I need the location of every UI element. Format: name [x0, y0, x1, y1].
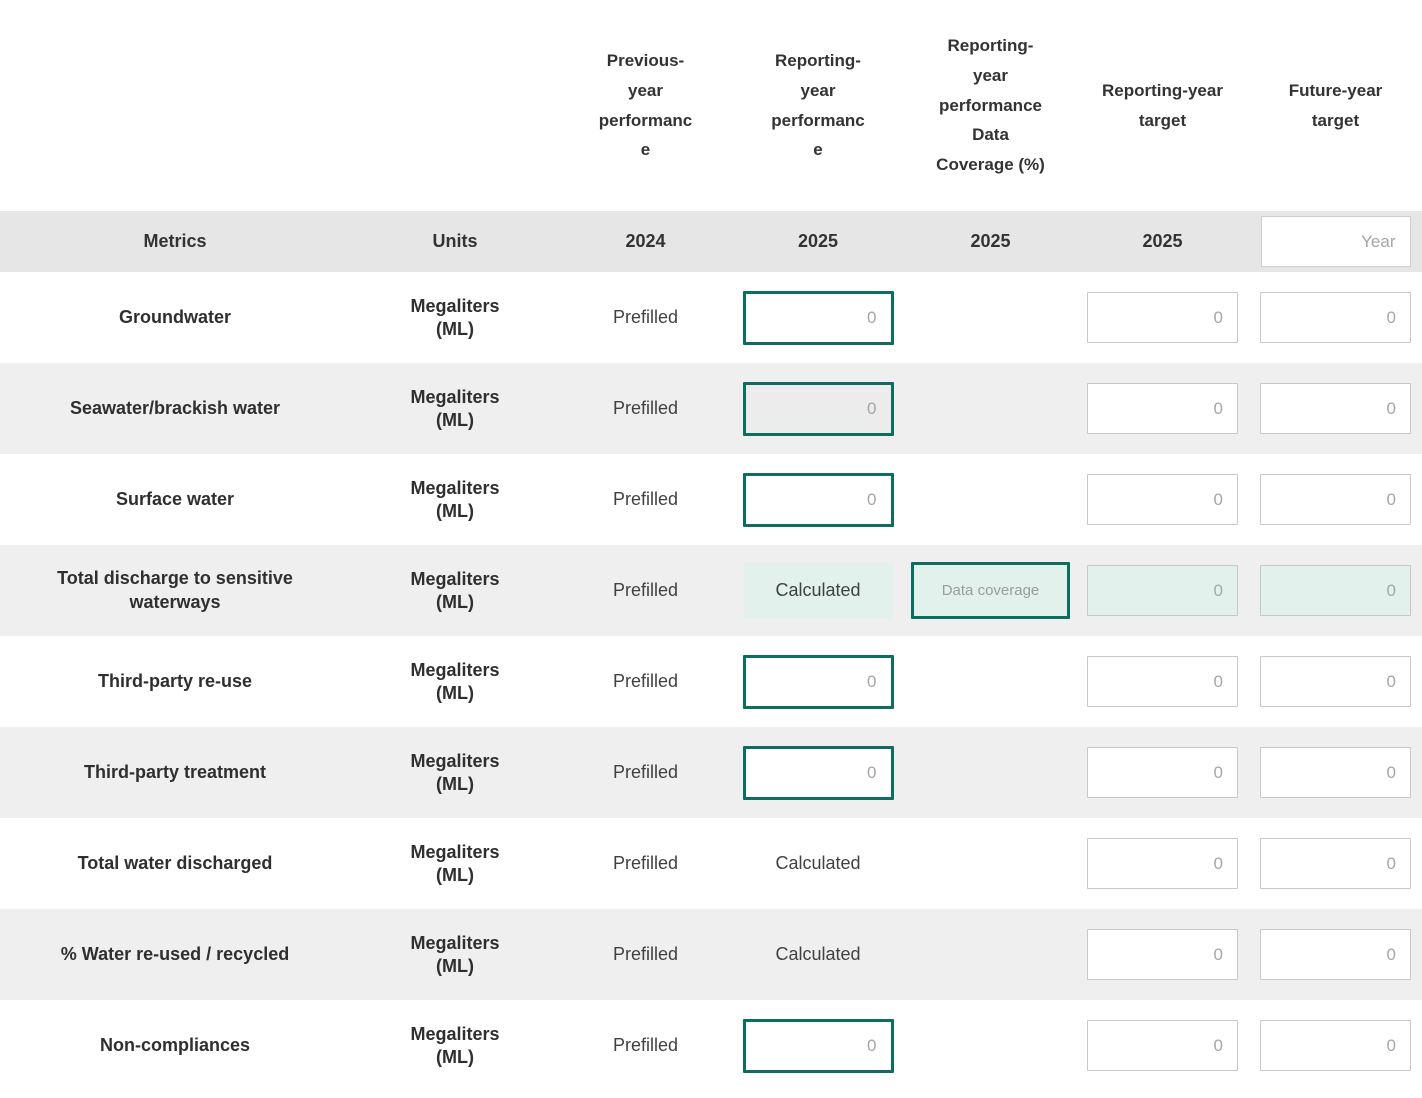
previous-year-value: Prefilled — [612, 398, 679, 418]
table-row-third-party-reuse: Third-party re-use Megaliters (ML) Prefi… — [0, 636, 1422, 727]
reporting-target-input[interactable] — [1087, 565, 1238, 616]
reporting-target-input[interactable] — [1087, 838, 1238, 889]
future-year-input[interactable] — [1260, 216, 1411, 267]
metric-label: Total water discharged — [77, 852, 273, 873]
column-title-metrics-spacer — [0, 0, 350, 211]
metric-label: Third-party treatment — [83, 761, 267, 782]
future-target-input[interactable] — [1260, 747, 1411, 798]
reporting-target-input[interactable] — [1087, 474, 1238, 525]
metric-label: Groundwater — [118, 306, 231, 327]
reporting-target-input[interactable] — [1087, 747, 1238, 798]
column-title-units-spacer — [350, 0, 560, 211]
previous-year-value: Prefilled — [612, 489, 679, 509]
metric-label: Non-compliances — [99, 1034, 251, 1055]
future-target-input[interactable] — [1260, 474, 1411, 525]
reporting-target-input[interactable] — [1087, 1020, 1238, 1071]
metric-label: Seawater/brackish water — [69, 397, 281, 418]
unit-label: Megaliters (ML) — [410, 842, 500, 885]
reporting-performance-input[interactable] — [742, 381, 894, 436]
calculated-value: Calculated — [743, 562, 893, 619]
coverage-cell-empty — [905, 727, 1076, 818]
unit-label: Megaliters (ML) — [410, 478, 500, 521]
previous-year-value: Prefilled — [612, 307, 679, 327]
column-header-future-target: Future-year target — [1288, 80, 1383, 130]
future-target-input[interactable] — [1260, 383, 1411, 434]
header-year-2024: 2024 — [625, 231, 666, 251]
header-year-2025-coverage: 2025 — [970, 231, 1011, 251]
table-row-non-compliances: Non-compliances Megaliters (ML) Prefille… — [0, 1000, 1422, 1091]
future-target-input[interactable] — [1260, 292, 1411, 343]
reporting-performance-input[interactable] — [742, 290, 894, 345]
coverage-cell-empty — [905, 818, 1076, 909]
header-units: Units — [432, 231, 478, 251]
previous-year-value: Prefilled — [612, 1035, 679, 1055]
future-target-input[interactable] — [1260, 1020, 1411, 1071]
unit-label: Megaliters (ML) — [410, 387, 500, 430]
column-header-previous-year: Previous-year performance — [598, 51, 693, 160]
table-row-total-discharge-sensitive: Total discharge to sensitive waterways M… — [0, 545, 1422, 636]
unit-label: Megaliters (ML) — [410, 933, 500, 976]
metric-label: Surface water — [115, 488, 235, 509]
previous-year-value: Prefilled — [612, 671, 679, 691]
metric-label: Third-party re-use — [97, 670, 253, 691]
calculated-value: Calculated — [775, 853, 861, 873]
future-target-input[interactable] — [1260, 929, 1411, 980]
column-titles-row: Previous-year performance Reporting-year… — [0, 0, 1422, 211]
table-row-seawater: Seawater/brackish water Megaliters (ML) … — [0, 363, 1422, 454]
header-year-2025-performance: 2025 — [797, 231, 839, 251]
previous-year-value: Prefilled — [612, 853, 679, 873]
reporting-performance-input[interactable] — [742, 1018, 894, 1073]
unit-label: Megaliters (ML) — [410, 660, 500, 703]
column-header-reporting-target: Reporting-year target — [1102, 80, 1223, 130]
reporting-performance-input[interactable] — [742, 472, 894, 527]
metric-label: Total discharge to sensitive waterways — [57, 568, 293, 612]
unit-label: Megaliters (ML) — [410, 751, 500, 794]
future-target-input[interactable] — [1260, 565, 1411, 616]
previous-year-value: Prefilled — [612, 580, 679, 600]
reporting-performance-input[interactable] — [742, 745, 894, 800]
header-year-2025-target: 2025 — [1142, 231, 1183, 251]
future-target-input[interactable] — [1260, 838, 1411, 889]
table-row-surface-water: Surface water Megaliters (ML) Prefilled — [0, 454, 1422, 545]
future-target-input[interactable] — [1260, 656, 1411, 707]
data-coverage-input[interactable] — [911, 562, 1070, 619]
reporting-target-input[interactable] — [1087, 292, 1238, 343]
previous-year-value: Prefilled — [612, 762, 679, 782]
table-header-band: Metrics Units 2024 2025 2025 2025 — [0, 211, 1422, 272]
unit-label: Megaliters (ML) — [410, 569, 500, 612]
metric-label: % Water re-used / recycled — [60, 943, 290, 964]
table-row-total-water-discharged: Total water discharged Megaliters (ML) P… — [0, 818, 1422, 909]
reporting-target-input[interactable] — [1087, 383, 1238, 434]
coverage-cell-empty — [905, 636, 1076, 727]
coverage-cell-empty — [905, 454, 1076, 545]
reporting-performance-input[interactable] — [742, 654, 894, 709]
column-header-reporting-year: Reporting-year performance — [771, 51, 865, 160]
calculated-value: Calculated — [775, 944, 861, 964]
unit-label: Megaliters (ML) — [410, 1024, 500, 1067]
coverage-cell-empty — [905, 1000, 1076, 1091]
unit-label: Megaliters (ML) — [410, 296, 500, 339]
table-row-percent-water-reused: % Water re-used / recycled Megaliters (M… — [0, 909, 1422, 1000]
coverage-cell-empty — [905, 272, 1076, 363]
coverage-cell-empty — [905, 909, 1076, 1000]
previous-year-value: Prefilled — [612, 944, 679, 964]
table-row-third-party-treatment: Third-party treatment Megaliters (ML) Pr… — [0, 727, 1422, 818]
header-metrics: Metrics — [143, 231, 207, 251]
coverage-cell-empty — [905, 363, 1076, 454]
table-row-groundwater: Groundwater Megaliters (ML) Prefilled — [0, 272, 1422, 363]
reporting-target-input[interactable] — [1087, 656, 1238, 707]
reporting-target-input[interactable] — [1087, 929, 1238, 980]
column-header-data-coverage: Reporting-year performance Data Coverage… — [936, 36, 1045, 175]
